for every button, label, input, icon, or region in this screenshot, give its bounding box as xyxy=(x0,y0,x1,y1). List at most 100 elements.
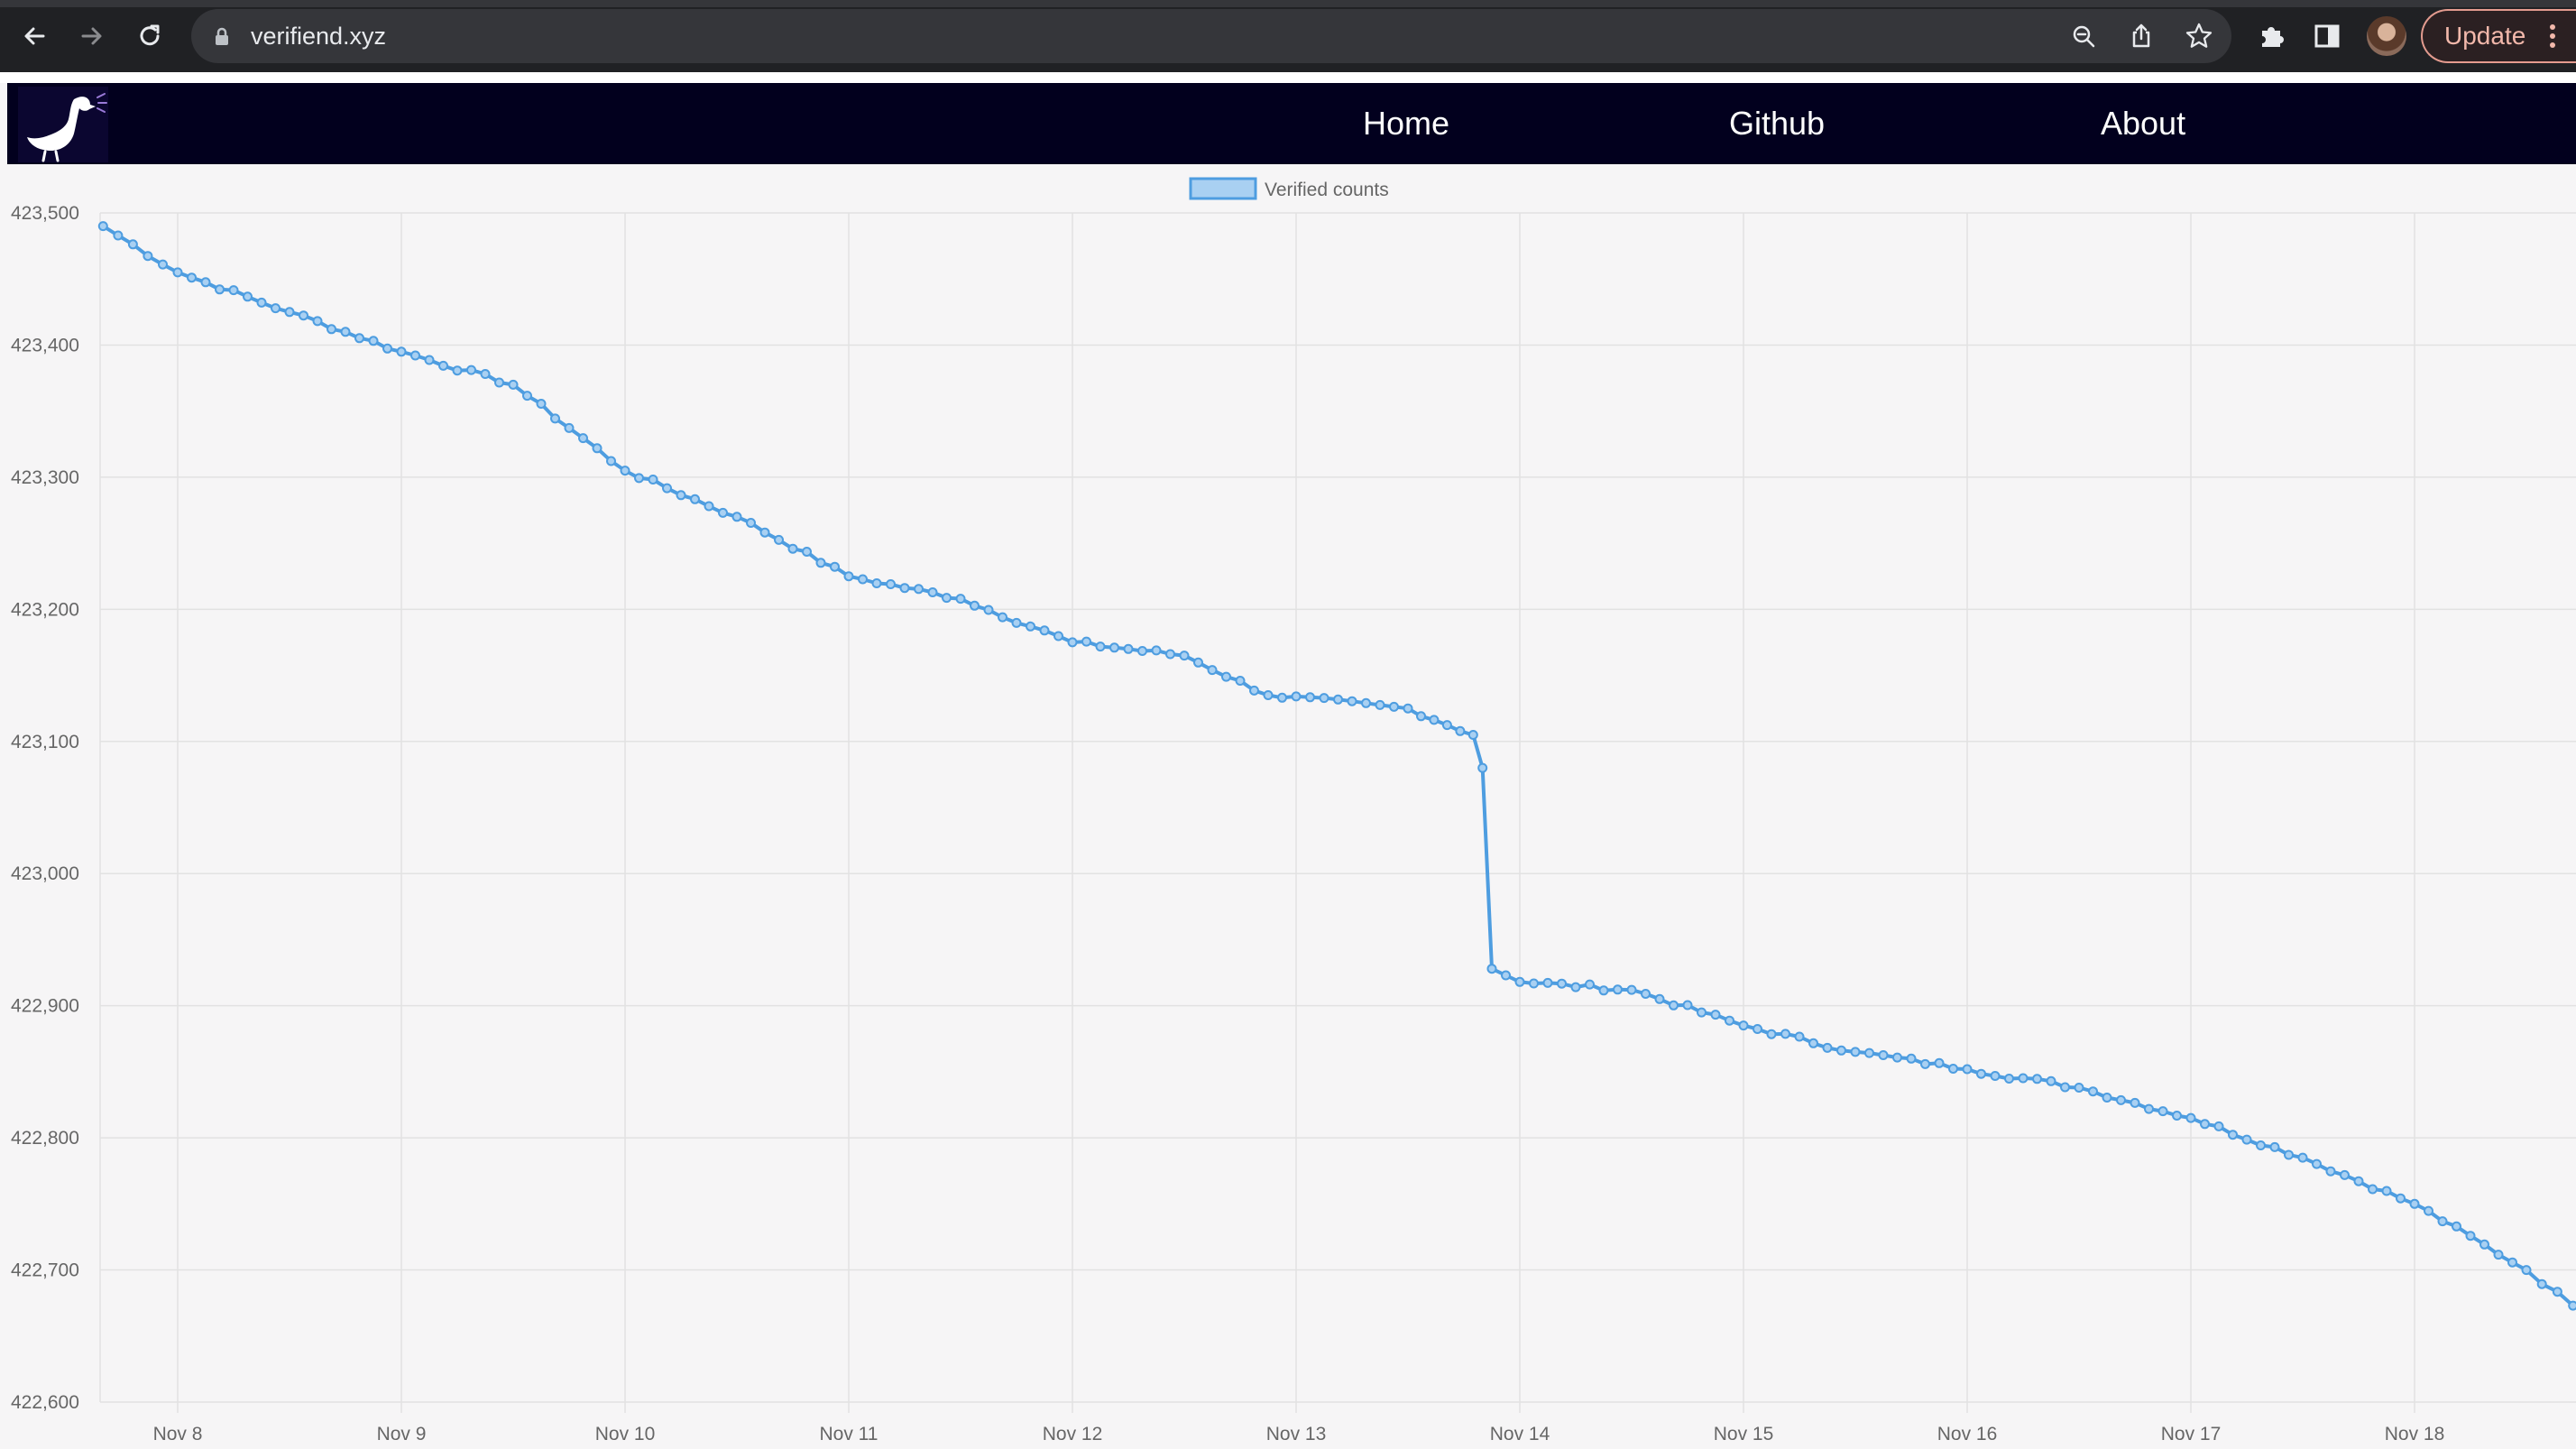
data-point[interactable] xyxy=(1305,692,1315,703)
data-point[interactable] xyxy=(2269,1141,2280,1152)
data-point[interactable] xyxy=(2507,1257,2517,1268)
data-point[interactable] xyxy=(1557,978,1567,989)
data-point[interactable] xyxy=(127,239,138,250)
data-point[interactable] xyxy=(2568,1300,2576,1311)
data-point[interactable] xyxy=(550,413,560,424)
data-point[interactable] xyxy=(759,527,770,538)
data-point[interactable] xyxy=(1626,984,1637,995)
data-point[interactable] xyxy=(97,221,108,232)
data-point[interactable] xyxy=(1753,1024,1762,1034)
data-point[interactable] xyxy=(1864,1048,1874,1058)
data-point[interactable] xyxy=(1039,625,1050,636)
data-point[interactable] xyxy=(256,297,267,308)
data-point[interactable] xyxy=(2116,1094,2126,1105)
data-point[interactable] xyxy=(1920,1058,1930,1069)
zoom-icon[interactable] xyxy=(2067,20,2100,52)
data-point[interactable] xyxy=(2144,1103,2154,1114)
data-point[interactable] xyxy=(396,346,407,357)
data-point[interactable] xyxy=(1455,725,1466,736)
data-point[interactable] xyxy=(2521,1265,2532,1276)
data-point[interactable] xyxy=(284,307,295,318)
data-point[interactable] xyxy=(787,543,798,554)
data-point[interactable] xyxy=(1291,691,1302,702)
data-point[interactable] xyxy=(1207,665,1218,676)
data-point[interactable] xyxy=(158,259,168,270)
data-point[interactable] xyxy=(1501,970,1511,981)
data-point[interactable] xyxy=(1738,1020,1749,1031)
data-point[interactable] xyxy=(1514,976,1525,987)
data-point[interactable] xyxy=(802,547,812,557)
data-point[interactable] xyxy=(1067,637,1078,648)
data-point[interactable] xyxy=(1710,1010,1721,1020)
data-point[interactable] xyxy=(494,377,504,388)
data-point[interactable] xyxy=(2172,1111,2182,1121)
data-point[interactable] xyxy=(927,587,938,597)
data-point[interactable] xyxy=(2452,1221,2461,1232)
data-point[interactable] xyxy=(2074,1083,2084,1093)
data-point[interactable] xyxy=(1053,631,1063,641)
data-point[interactable] xyxy=(914,584,924,595)
data-point[interactable] xyxy=(1976,1068,1986,1079)
data-point[interactable] xyxy=(2465,1231,2476,1241)
data-point[interactable] xyxy=(2018,1073,2029,1084)
data-point[interactable] xyxy=(2409,1198,2420,1209)
data-point[interactable] xyxy=(2368,1184,2378,1195)
data-point[interactable] xyxy=(143,251,153,262)
data-point[interactable] xyxy=(2536,1278,2547,1289)
data-point[interactable] xyxy=(1361,697,1371,708)
data-point[interactable] xyxy=(522,391,532,401)
data-point[interactable] xyxy=(2479,1239,2489,1250)
data-point[interactable] xyxy=(843,571,854,582)
data-point[interactable] xyxy=(2228,1130,2238,1140)
data-point[interactable] xyxy=(731,512,742,522)
data-point[interactable] xyxy=(998,612,1007,623)
bookmark-star-icon[interactable] xyxy=(2183,20,2215,52)
data-point[interactable] xyxy=(327,324,336,335)
data-point[interactable] xyxy=(2325,1166,2336,1177)
data-point[interactable] xyxy=(2060,1082,2070,1093)
data-point[interactable] xyxy=(1892,1052,1902,1063)
data-point[interactable] xyxy=(228,285,239,296)
data-point[interactable] xyxy=(438,360,448,371)
data-point[interactable] xyxy=(113,230,124,241)
data-point[interactable] xyxy=(1416,711,1426,722)
data-point[interactable] xyxy=(508,379,519,390)
data-point[interactable] xyxy=(871,578,882,588)
chart-legend[interactable]: Verified counts xyxy=(1189,177,1389,200)
data-point[interactable] xyxy=(2340,1169,2350,1180)
data-point[interactable] xyxy=(592,443,603,454)
data-point[interactable] xyxy=(1934,1057,1945,1068)
data-point[interactable] xyxy=(2424,1205,2433,1216)
data-point[interactable] xyxy=(1878,1050,1889,1060)
data-point[interactable] xyxy=(299,310,308,321)
data-point[interactable] xyxy=(899,583,910,594)
data-point[interactable] xyxy=(2353,1176,2364,1186)
data-point[interactable] xyxy=(1836,1045,1846,1056)
data-point[interactable] xyxy=(1598,985,1609,996)
data-point[interactable] xyxy=(1613,984,1623,995)
data-point[interactable] xyxy=(1477,762,1488,773)
nav-home-link[interactable]: Home xyxy=(1363,105,1450,142)
data-point[interactable] xyxy=(340,327,351,337)
data-point[interactable] xyxy=(1990,1071,2001,1081)
update-button[interactable]: Update xyxy=(2421,9,2576,63)
data-point[interactable] xyxy=(1026,621,1035,632)
data-point[interactable] xyxy=(2130,1097,2140,1108)
data-point[interactable] xyxy=(620,466,630,476)
data-point[interactable] xyxy=(1277,692,1287,703)
data-point[interactable] xyxy=(704,501,714,512)
data-point[interactable] xyxy=(1179,651,1190,661)
data-point[interactable] xyxy=(746,518,756,528)
data-point[interactable] xyxy=(1347,696,1357,706)
data-point[interactable] xyxy=(2256,1140,2266,1150)
side-panel-icon[interactable] xyxy=(2309,18,2345,54)
data-point[interactable] xyxy=(1725,1015,1734,1026)
data-point[interactable] xyxy=(1151,645,1162,656)
data-point[interactable] xyxy=(676,490,686,501)
data-point[interactable] xyxy=(1221,671,1231,682)
data-point[interactable] xyxy=(2396,1193,2406,1204)
data-point[interactable] xyxy=(2046,1075,2056,1086)
data-point[interactable] xyxy=(1193,657,1203,668)
data-point[interactable] xyxy=(690,494,700,504)
data-point[interactable] xyxy=(187,272,197,283)
